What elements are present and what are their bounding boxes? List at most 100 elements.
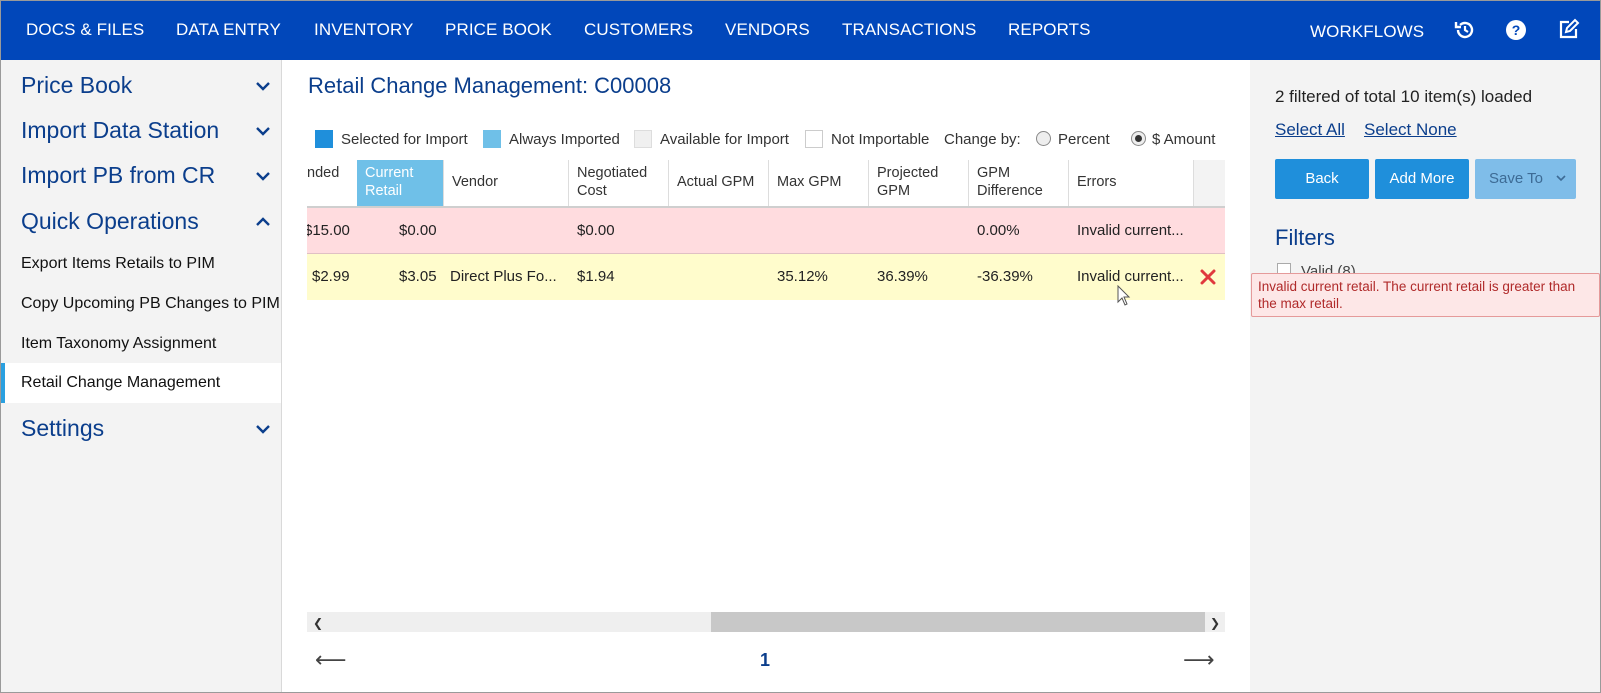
nav-customers[interactable]: CUSTOMERS bbox=[584, 20, 694, 39]
legend-label-selected: Selected for Import bbox=[341, 131, 468, 148]
chevron-down-icon bbox=[256, 172, 270, 181]
sidebar-item-item-taxonomy[interactable]: Item Taxonomy Assignment bbox=[21, 335, 217, 352]
chevron-down-icon bbox=[256, 425, 270, 434]
add-more-button[interactable]: Add More bbox=[1375, 159, 1469, 199]
legend-label-always: Always Imported bbox=[509, 131, 620, 148]
sidebar-section-settings[interactable]: Settings bbox=[21, 415, 271, 445]
legend-swatch-available bbox=[634, 130, 652, 148]
cell-current-retail: $0.00 bbox=[399, 222, 437, 239]
column-header-current-retail[interactable]: Current Retail bbox=[357, 160, 444, 206]
header-divider bbox=[307, 206, 1225, 208]
edit-icon[interactable] bbox=[1556, 18, 1580, 42]
nav-workflows[interactable]: WORKFLOWS bbox=[1310, 22, 1425, 41]
legend-swatch-not-importable bbox=[805, 130, 823, 148]
top-navigation-bar: DOCS & FILES DATA ENTRY INVENTORY PRICE … bbox=[0, 0, 1601, 60]
chevron-down-icon bbox=[1556, 175, 1566, 182]
help-icon[interactable]: ? bbox=[1504, 18, 1528, 42]
percent-label: Percent bbox=[1058, 131, 1110, 148]
nav-docs-files[interactable]: DOCS & FILES bbox=[26, 20, 145, 39]
legend-label-not-importable: Not Importable bbox=[831, 131, 930, 148]
column-header-recommended[interactable]: nded bbox=[307, 160, 363, 206]
cell-max-gpm: 35.12% bbox=[777, 268, 828, 285]
save-to-button[interactable]: Save To bbox=[1475, 159, 1576, 199]
column-header-max-gpm[interactable]: Max GPM bbox=[769, 160, 869, 206]
cell-projected-gpm: 36.39% bbox=[877, 268, 928, 285]
column-header-gpm-difference[interactable]: GPM Difference bbox=[969, 160, 1069, 206]
cell-recommended: $15.00 bbox=[307, 222, 350, 239]
cell-gpm-difference: 0.00% bbox=[977, 222, 1020, 239]
back-button[interactable]: Back bbox=[1275, 159, 1369, 199]
sidebar-section-label: Quick Operations bbox=[21, 208, 199, 234]
column-header-errors[interactable]: Errors bbox=[1069, 160, 1194, 206]
scroll-left-icon[interactable]: ❮ bbox=[313, 616, 324, 630]
sidebar: Price Book Import Data Station Import PB… bbox=[0, 60, 282, 693]
change-by-label: Change by: bbox=[944, 131, 1021, 148]
scrollbar-thumb[interactable] bbox=[711, 612, 1205, 632]
filters-title: Filters bbox=[1275, 225, 1335, 250]
cell-current-retail: $3.05 bbox=[399, 268, 437, 285]
nav-reports[interactable]: REPORTS bbox=[1008, 20, 1091, 39]
column-header-projected-gpm[interactable]: Projected GPM bbox=[869, 160, 969, 206]
sidebar-item-export-items-retails[interactable]: Export Items Retails to PIM bbox=[21, 255, 215, 272]
cell-errors[interactable]: Invalid current... bbox=[1077, 222, 1184, 239]
scroll-right-icon[interactable]: ❯ bbox=[1210, 616, 1221, 630]
percent-radio[interactable] bbox=[1036, 131, 1051, 146]
cell-errors[interactable]: Invalid current... bbox=[1077, 268, 1184, 285]
cell-negotiated-cost: $1.94 bbox=[577, 268, 615, 285]
table-row[interactable]: $15.00 $0.00 $0.00 0.00% Invalid current… bbox=[307, 208, 1225, 254]
legend-label-available: Available for Import bbox=[660, 131, 789, 148]
sidebar-section-import-pb-from-cr[interactable]: Import PB from CR bbox=[21, 162, 271, 192]
cell-vendor: Direct Plus Fo... bbox=[450, 268, 557, 285]
legend-swatch-always bbox=[483, 130, 501, 148]
nav-data-entry[interactable]: DATA ENTRY bbox=[176, 20, 281, 39]
remove-row-icon[interactable] bbox=[1200, 269, 1216, 285]
page-number[interactable]: 1 bbox=[760, 650, 771, 670]
cell-recommended: $2.99 bbox=[312, 268, 350, 285]
history-icon[interactable] bbox=[1453, 18, 1477, 42]
legend: Selected for Import Always Imported Avai… bbox=[315, 129, 945, 151]
change-by-group: Change by: Percent $ Amount bbox=[944, 129, 1224, 151]
horizontal-scrollbar[interactable]: ❮ ❯ bbox=[307, 612, 1225, 632]
sidebar-section-label: Import Data Station bbox=[21, 117, 220, 143]
sidebar-section-quick-operations[interactable]: Quick Operations bbox=[21, 208, 271, 238]
sidebar-section-label: Price Book bbox=[21, 72, 133, 98]
svg-text:?: ? bbox=[1512, 22, 1521, 38]
cell-negotiated-cost: $0.00 bbox=[577, 222, 615, 239]
nav-transactions[interactable]: TRANSACTIONS bbox=[842, 20, 977, 39]
amount-label: $ Amount bbox=[1152, 131, 1216, 148]
items-loaded-count: 2 filtered of total 10 item(s) loaded bbox=[1275, 87, 1533, 106]
sidebar-section-label: Settings bbox=[21, 415, 105, 441]
select-all-link[interactable]: Select All bbox=[1275, 120, 1345, 139]
mouse-cursor-icon bbox=[1117, 285, 1131, 306]
page-title: Retail Change Management: C00008 bbox=[308, 73, 672, 98]
next-page-arrow[interactable]: ⟶ bbox=[1183, 647, 1215, 672]
sidebar-section-price-book[interactable]: Price Book bbox=[21, 72, 271, 102]
items-grid: nded Current Retail Vendor Negotiated Co… bbox=[307, 160, 1225, 300]
nav-vendors[interactable]: VENDORS bbox=[725, 20, 810, 39]
sidebar-item-copy-upcoming-pb[interactable]: Copy Upcoming PB Changes to PIM bbox=[21, 295, 280, 312]
amount-radio[interactable] bbox=[1131, 131, 1146, 146]
filter-option-valid[interactable]: Valid (8) bbox=[1277, 263, 1356, 275]
nav-inventory[interactable]: INVENTORY bbox=[314, 20, 414, 39]
column-header-vendor[interactable]: Vendor bbox=[444, 160, 569, 206]
column-header-actions bbox=[1194, 160, 1225, 206]
filter-valid-label: Valid (8) bbox=[1301, 263, 1356, 275]
nav-price-book[interactable]: PRICE BOOK bbox=[445, 20, 552, 39]
cell-gpm-difference: -36.39% bbox=[977, 268, 1033, 285]
save-to-label: Save To bbox=[1489, 170, 1543, 187]
column-header-actual-gpm[interactable]: Actual GPM bbox=[669, 160, 769, 206]
sidebar-section-label: Import PB from CR bbox=[21, 162, 216, 188]
chevron-down-icon bbox=[256, 82, 270, 91]
select-none-link[interactable]: Select None bbox=[1364, 120, 1457, 139]
sidebar-section-import-data-station[interactable]: Import Data Station bbox=[21, 117, 271, 147]
filter-valid-checkbox[interactable] bbox=[1277, 263, 1291, 275]
error-tooltip: Invalid current retail. The current reta… bbox=[1251, 273, 1600, 317]
chevron-down-icon bbox=[256, 127, 270, 136]
right-panel bbox=[1250, 60, 1601, 693]
chevron-up-icon bbox=[256, 217, 270, 226]
prev-page-arrow[interactable]: ⟵ bbox=[315, 647, 347, 672]
column-header-negotiated-cost[interactable]: Negotiated Cost bbox=[569, 160, 669, 206]
table-row[interactable]: $2.99 $3.05 Direct Plus Fo... $1.94 35.1… bbox=[307, 254, 1225, 300]
legend-swatch-selected bbox=[315, 130, 333, 148]
sidebar-item-retail-change-management[interactable]: Retail Change Management bbox=[1, 363, 281, 403]
